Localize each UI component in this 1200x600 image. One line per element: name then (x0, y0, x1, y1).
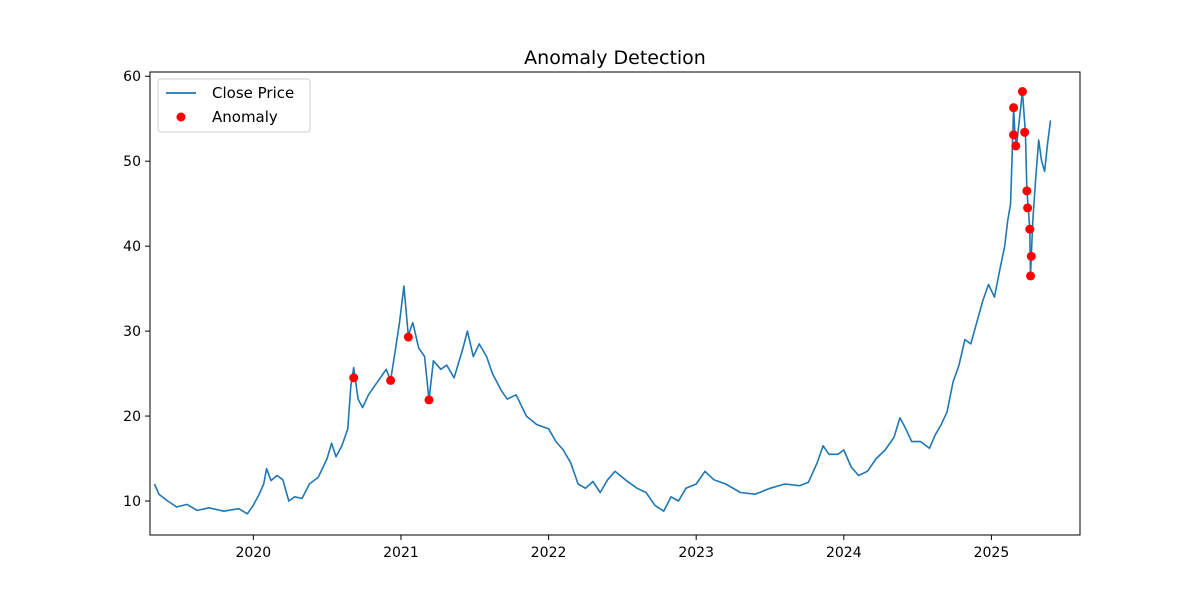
chart-title: Anomaly Detection (524, 47, 706, 69)
x-tick-label: 2021 (383, 545, 419, 561)
anomaly-point (1023, 203, 1033, 213)
plot-area: 2020 2021 2022 2023 2024 2025 10 20 30 40 50 60 Clos… (123, 69, 1081, 561)
anomaly-point (1009, 103, 1019, 113)
anomaly-point (1026, 271, 1036, 281)
anomaly-point (1009, 130, 1019, 140)
anomaly-point (386, 375, 396, 385)
anomaly-point (1011, 141, 1021, 151)
axes-frame (149, 71, 1081, 536)
y-tick-label: 60 (123, 69, 141, 85)
anomaly-point (349, 373, 359, 383)
anomaly-point (1017, 87, 1027, 97)
anomaly-point (1020, 127, 1030, 137)
legend-marker-swatch (176, 112, 186, 122)
legend-label-close-price: Close Price (212, 84, 294, 102)
x-tick-label: 2024 (826, 545, 862, 561)
legend-label-anomaly: Anomaly (212, 108, 278, 126)
anomaly-point (1026, 251, 1036, 261)
y-tick-label: 10 (123, 494, 141, 510)
close-price-line (153, 90, 1052, 515)
anomaly-point (424, 395, 434, 405)
x-tick-label: 2023 (678, 545, 714, 561)
y-tick-label: 40 (123, 239, 141, 255)
y-tick-label: 50 (123, 154, 141, 170)
x-tick-label: 2020 (236, 545, 272, 561)
anomaly-point (1025, 224, 1035, 234)
x-tick-label: 2022 (531, 545, 567, 561)
y-tick-label: 30 (123, 324, 141, 340)
x-tick-label: 2025 (974, 545, 1010, 561)
anomaly-point (403, 332, 413, 342)
anomaly-point (1022, 186, 1032, 196)
y-tick-label: 20 (123, 409, 141, 425)
